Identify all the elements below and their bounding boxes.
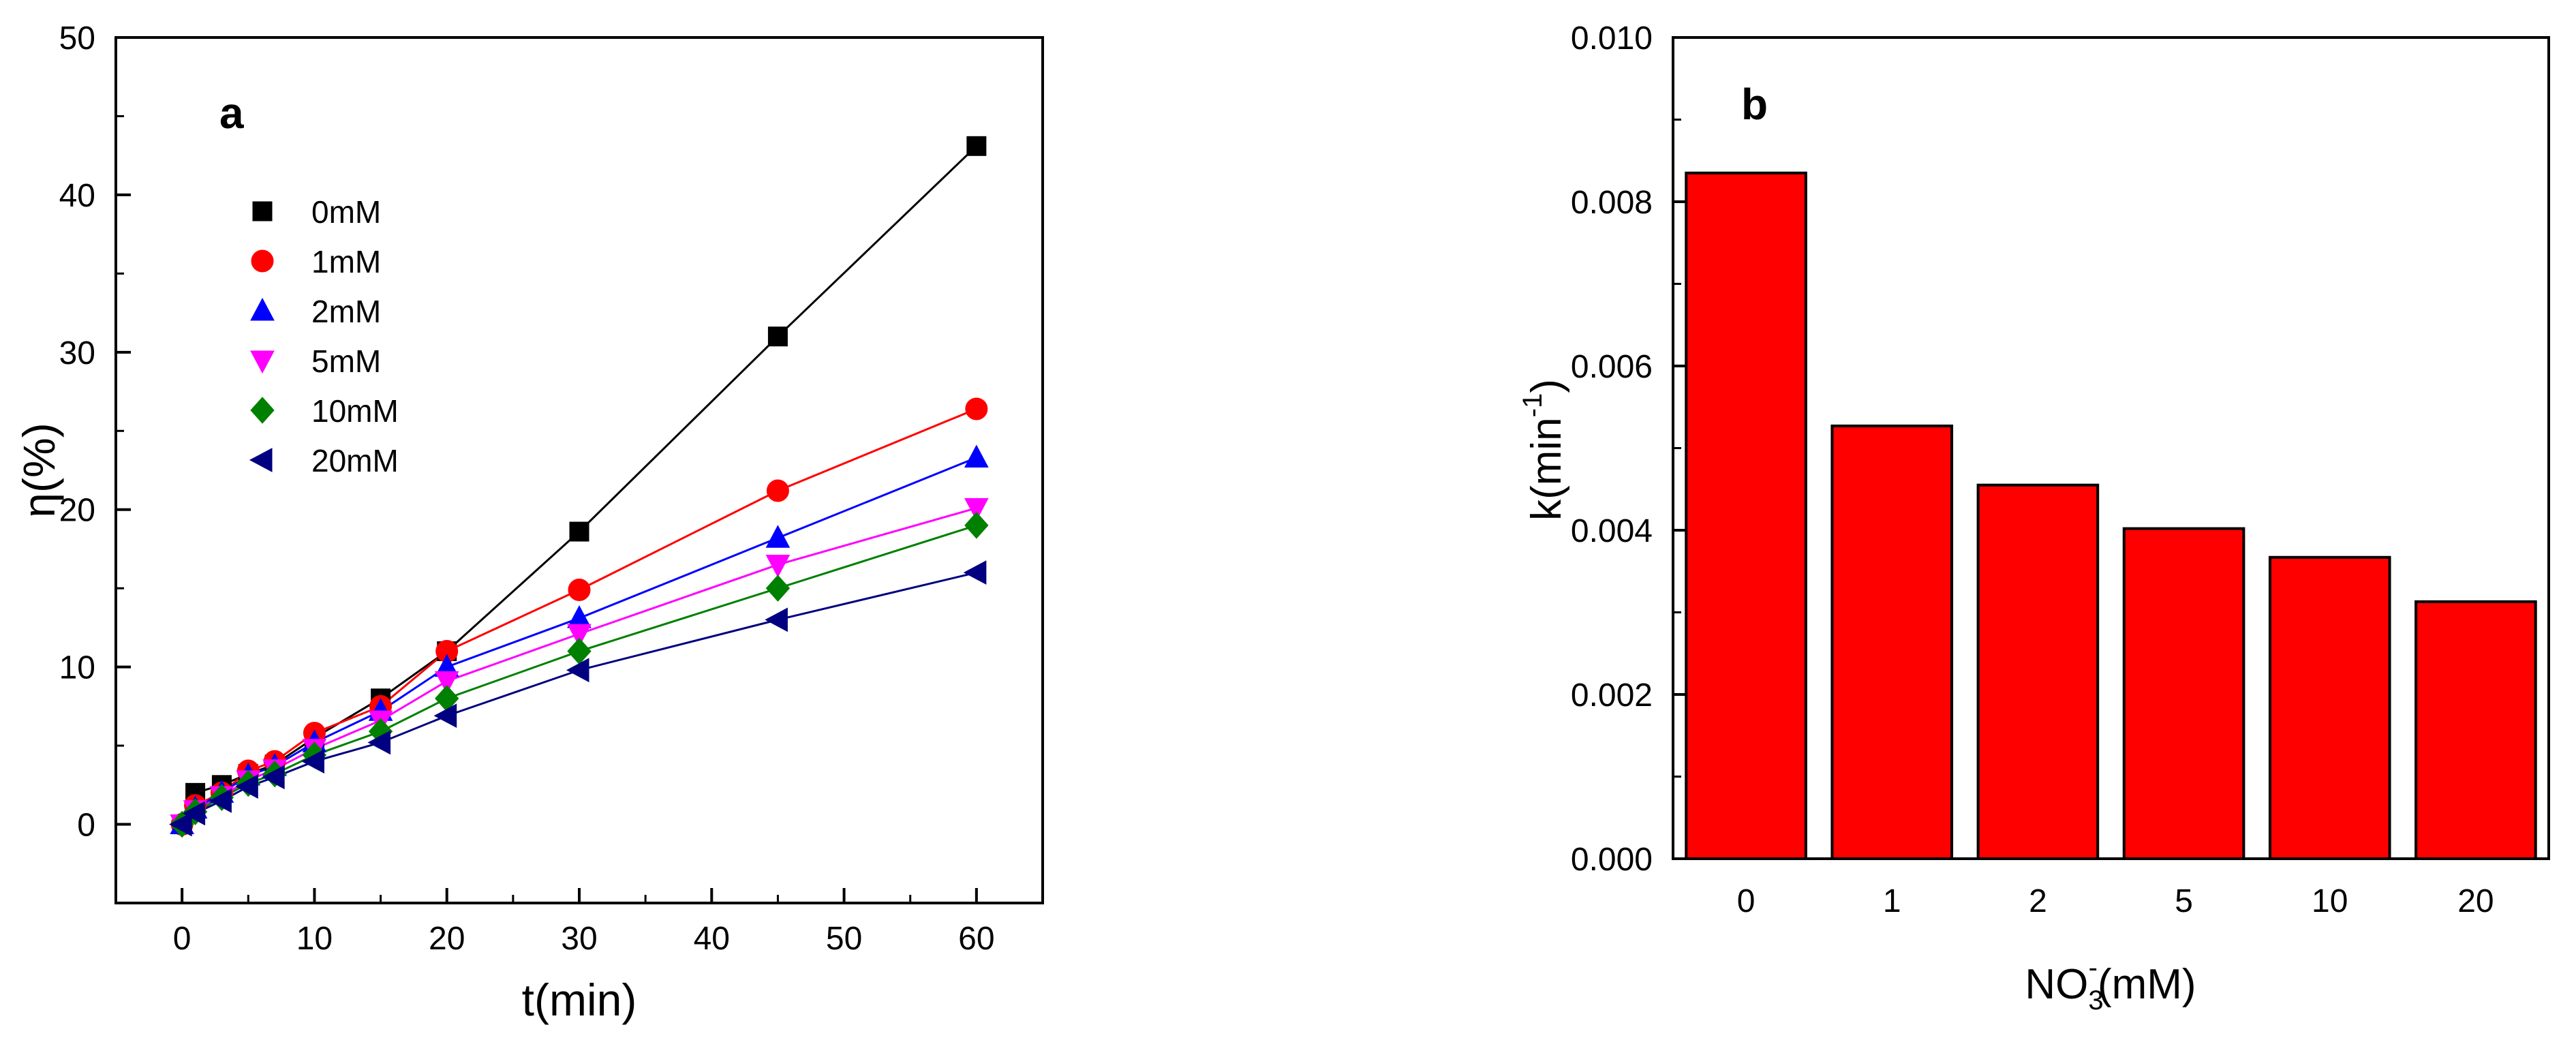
panel-b-bar-0 bbox=[1685, 171, 1807, 860]
panel-a-y-tick-label: 30 bbox=[59, 335, 95, 371]
panel-a-point-1mM bbox=[766, 479, 789, 502]
panel-a-point-1mM bbox=[965, 397, 988, 420]
panel-a-x-tick-label: 10 bbox=[296, 921, 333, 957]
panel-a-label: a bbox=[219, 89, 244, 138]
panel-a-legend-label: 10mM bbox=[311, 393, 399, 429]
panel-a-axis-ticks: 0 10 20 30 40 50 60 0 10 20 30 40 50 bbox=[59, 20, 1044, 957]
panel-b-bars bbox=[1685, 171, 2537, 861]
panel-a-point-20mM bbox=[169, 812, 192, 837]
panel-a-point-5mM bbox=[964, 498, 989, 521]
panel-b-x-tick-label: 2 bbox=[2029, 883, 2047, 919]
panel-a-legend-marker-1mM bbox=[251, 249, 274, 273]
svg-text:k(min-1): k(min-1) bbox=[1518, 379, 1570, 521]
panel-a-fit-lines bbox=[181, 145, 977, 825]
panel-a-legend-label: 0mM bbox=[311, 194, 381, 230]
panel-b-bar-2 bbox=[1976, 483, 2100, 860]
panel-a-point-20mM bbox=[367, 730, 391, 755]
panel-a-point-20mM bbox=[262, 765, 285, 790]
panel-b-y-tick-label: 0.006 bbox=[1571, 349, 1653, 385]
panel-a-y-tick-label: 0 bbox=[77, 808, 95, 844]
panel-b-bar-5 bbox=[2122, 527, 2245, 861]
panel-b-y-axis-label-main: k(min bbox=[1523, 417, 1570, 521]
panel-a-point-5mM bbox=[765, 555, 791, 578]
panel-a-point-2mM bbox=[964, 444, 989, 468]
panel-b-x-axis-label-rest: (mM) bbox=[2098, 961, 2196, 1008]
panel-a-legend: 0mM 1mM 2mM 5mM 10mM 20mM bbox=[249, 194, 399, 478]
panel-b-x-axis-label: NO3-(mM) bbox=[2025, 953, 2196, 1015]
panel-a-point-0mM bbox=[966, 136, 987, 156]
panel-a-point-2mM bbox=[765, 525, 791, 548]
panel-a-x-tick-label: 0 bbox=[173, 921, 191, 957]
panel-b-y-tick-label: 0.008 bbox=[1571, 185, 1653, 221]
panel-a-x-tick-label: 20 bbox=[429, 921, 465, 957]
panel-b-y-tick-label: 0.002 bbox=[1571, 677, 1653, 714]
panel-a-legend-marker-5mM bbox=[250, 350, 275, 374]
panel-b-x-tick-label: 10 bbox=[2312, 883, 2348, 919]
panel-b-y-tick-label: 0.000 bbox=[1571, 842, 1653, 878]
panel-b-y-tick-label: 0.004 bbox=[1571, 513, 1653, 549]
panel-a-legend-marker-2mM bbox=[250, 297, 275, 321]
panel-b-y-tick-label: 0.010 bbox=[1571, 20, 1653, 57]
panel-a-point-10mM bbox=[964, 512, 989, 539]
panel-a-point-0mM bbox=[569, 521, 589, 542]
panel-a-point-1mM bbox=[568, 578, 591, 601]
panel-a-point-20mM bbox=[765, 607, 788, 632]
panel-b-bar-20 bbox=[2414, 600, 2537, 861]
panel-a-line-chart: 0 10 20 30 40 50 60 0 10 20 30 40 50 0mM 1mM 2mM 5mM 10m… bbox=[14, 20, 1044, 1025]
panel-b-x-axis-label-sup: - bbox=[2089, 953, 2098, 983]
panel-b-label: b bbox=[1741, 80, 1768, 129]
panel-a-legend-marker-10mM bbox=[250, 397, 275, 424]
panel-a-legend-marker-0mM bbox=[252, 201, 273, 221]
svg-text:η(%): η(%) bbox=[14, 423, 64, 517]
panel-a-series-line-0mM bbox=[181, 145, 977, 825]
panel-a-y-tick-label: 20 bbox=[59, 493, 95, 529]
panel-a-x-tick-label: 30 bbox=[561, 921, 597, 957]
panel-a-point-20mM bbox=[566, 658, 589, 683]
panel-a-data-markers bbox=[169, 136, 989, 838]
panel-b-axis-ticks: 0.000 0.002 0.004 0.006 0.008 0.010 0 1 2 5 10 20 bbox=[1571, 20, 2494, 919]
panel-a-point-20mM bbox=[235, 774, 258, 799]
panel-a-x-tick-label: 50 bbox=[826, 921, 862, 957]
panel-b-y-axis-label-end: ) bbox=[1523, 379, 1570, 393]
panel-a-point-5mM bbox=[567, 624, 592, 647]
panel-b-bar-10 bbox=[2268, 555, 2391, 860]
panel-a-x-tick-label: 60 bbox=[958, 921, 994, 957]
panel-b-bar-chart: 0.000 0.002 0.004 0.006 0.008 0.010 0 1 2 5 10 20 b… bbox=[1518, 20, 2550, 1015]
panel-b-x-tick-label: 0 bbox=[1737, 883, 1755, 919]
panel-a-point-5mM bbox=[434, 671, 459, 694]
panel-b-x-tick-label: 5 bbox=[2175, 883, 2193, 919]
panel-a-y-tick-label: 40 bbox=[59, 178, 95, 214]
panel-a-legend-label: 20mM bbox=[311, 443, 399, 478]
panel-a-point-20mM bbox=[433, 703, 457, 729]
panel-a-legend-label: 2mM bbox=[311, 294, 381, 329]
panel-b-x-tick-label: 20 bbox=[2457, 883, 2494, 919]
panel-a-y-tick-label: 50 bbox=[59, 20, 95, 57]
panel-a-point-0mM bbox=[767, 326, 788, 347]
panel-a-legend-label: 1mM bbox=[311, 244, 381, 279]
panel-b-x-axis-label-main: NO bbox=[2025, 961, 2088, 1008]
panel-a-point-10mM bbox=[765, 575, 791, 602]
panel-a-x-axis-label: t(min) bbox=[522, 975, 637, 1025]
panel-b-x-axis-label-sub: 3 bbox=[2088, 985, 2103, 1015]
panel-a-x-tick-label: 40 bbox=[694, 921, 730, 957]
panel-b-y-axis-label: k(min-1) bbox=[1518, 379, 1570, 521]
panel-a-y-axis-symbol: η bbox=[14, 493, 64, 518]
panel-a-legend-label: 5mM bbox=[311, 343, 381, 379]
panel-a-y-tick-label: 10 bbox=[59, 650, 95, 686]
panel-a-y-axis-label: η(%) bbox=[14, 423, 64, 517]
panel-a-point-20mM bbox=[301, 749, 324, 774]
panel-a-point-20mM bbox=[182, 801, 206, 826]
panel-a-point-20mM bbox=[963, 560, 987, 585]
panel-a-point-20mM bbox=[209, 789, 232, 813]
panel-b-x-tick-label: 1 bbox=[1883, 883, 1901, 919]
panel-a-legend-marker-20mM bbox=[249, 448, 273, 472]
panel-b-y-axis-label-sup: -1 bbox=[1518, 393, 1548, 418]
panel-b-bar-1 bbox=[1830, 424, 1954, 860]
panel-a-y-axis-unit: (%) bbox=[14, 423, 64, 493]
